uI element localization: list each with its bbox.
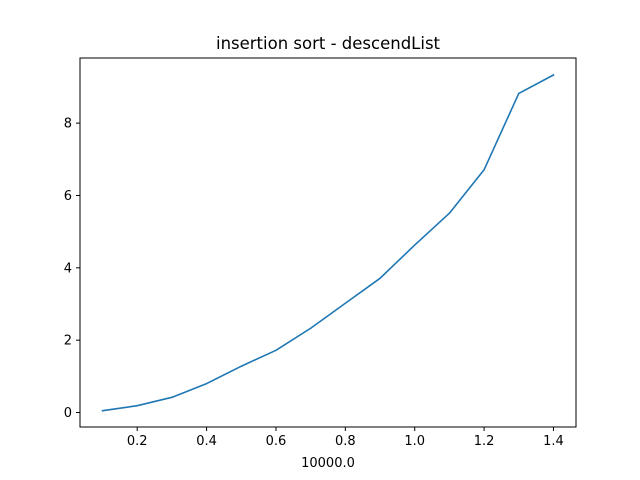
- x-tick-label: 1.4: [543, 434, 564, 449]
- data-point: [483, 169, 485, 171]
- plot-frame: [79, 57, 577, 428]
- x-tick-label: 0.8: [335, 434, 356, 449]
- data-point: [414, 244, 416, 246]
- y-tick-label: 2: [64, 334, 72, 349]
- x-tick-label: 0.4: [196, 434, 217, 449]
- data-point: [379, 277, 381, 279]
- y-tick-label: 4: [64, 261, 72, 276]
- data-point: [171, 396, 173, 398]
- data-point: [206, 382, 208, 385]
- y-tick-label: 0: [64, 406, 72, 421]
- data-point: [101, 410, 104, 412]
- data-point: [552, 74, 555, 76]
- x-tick-label: 0.2: [127, 434, 148, 449]
- data-point: [240, 365, 242, 367]
- data-point: [518, 92, 520, 95]
- data-point: [310, 327, 312, 329]
- x-axis-label: 10000.0: [301, 456, 355, 471]
- y-tick-label: 8: [64, 117, 72, 132]
- data-point: [448, 212, 450, 214]
- data-point: [275, 349, 277, 351]
- data-point: [344, 302, 346, 304]
- y-tick-label: 6: [64, 189, 72, 204]
- chart-title: insertion sort - descendList: [216, 34, 441, 53]
- plot-area: [101, 73, 555, 412]
- x-tick-label: 1.0: [404, 434, 425, 449]
- data-point: [136, 405, 138, 407]
- x-tick-label: 1.2: [474, 434, 495, 449]
- x-tick-label: 0.6: [266, 434, 287, 449]
- series-line-0: [101, 73, 555, 412]
- axis-ticks: 0.2 0.4 0.6 0.8 1.0 1.2 1.4 0 2 4 6 8: [64, 117, 564, 449]
